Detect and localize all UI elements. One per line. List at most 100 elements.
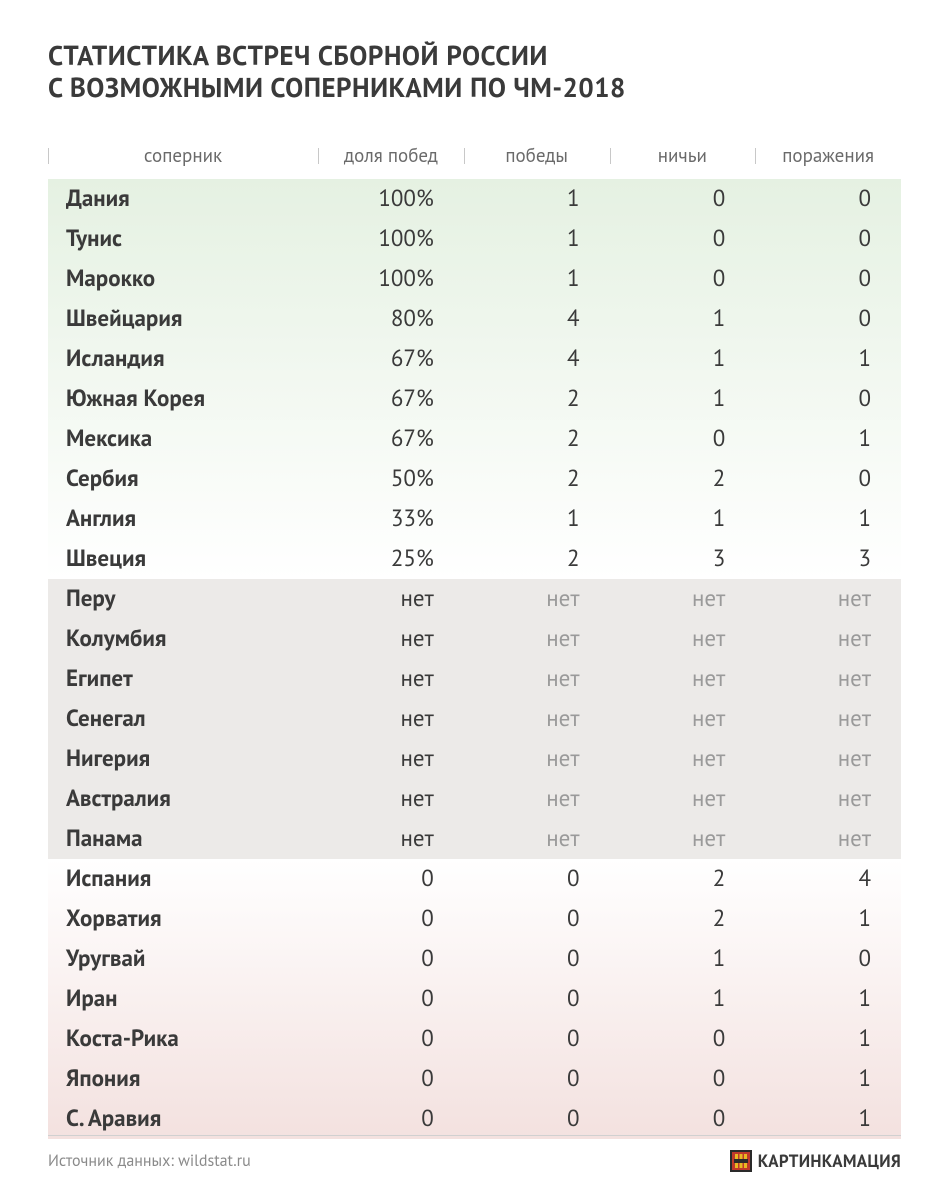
table-row: Сербия50%220	[48, 459, 901, 499]
column-header-label: соперник	[144, 144, 222, 168]
table-row: Колумбиянетнетнетнет	[48, 619, 901, 659]
opponent-name: Исландия	[48, 344, 318, 373]
wins-cell: 4	[464, 344, 610, 373]
opponent-name: Египет	[48, 664, 318, 693]
draws-cell: 3	[610, 544, 756, 573]
table-row: Япония0001	[48, 1059, 901, 1099]
opponent-name: Мексика	[48, 424, 318, 453]
win_pct-cell: 33%	[318, 504, 464, 533]
wins-cell: 1	[464, 264, 610, 293]
wins-cell: 4	[464, 304, 610, 333]
data-source-label: Источник данных: wildstat.ru	[48, 1151, 251, 1171]
win_pct-cell: 0	[318, 864, 464, 893]
opponent-name: Коста-Рика	[48, 1024, 318, 1053]
column-header-label: ничьи	[658, 144, 707, 168]
losses-cell: 1	[755, 1104, 901, 1133]
table-group: Испания0024Хорватия0021Уругвай0010Иран00…	[48, 859, 901, 1139]
wins-cell: нет	[464, 664, 610, 693]
column-separator	[318, 148, 319, 164]
losses-cell: нет	[755, 584, 901, 613]
table-row: Швейцария80%410	[48, 299, 901, 339]
brand-label: КАРТИНКАМАЦИЯ	[758, 1150, 901, 1172]
table-row: Перунетнетнетнет	[48, 579, 901, 619]
draws-cell: нет	[610, 824, 756, 853]
wins-cell: 1	[464, 504, 610, 533]
table-row: Панаманетнетнетнет	[48, 819, 901, 859]
wins-cell: 0	[464, 1104, 610, 1133]
draws-cell: 1	[610, 984, 756, 1013]
footer: Источник данных: wildstat.ru КАРТИНКАМАЦ…	[48, 1135, 901, 1172]
opponent-name: Перу	[48, 584, 318, 613]
losses-cell: нет	[755, 624, 901, 653]
draws-cell: 1	[610, 344, 756, 373]
table-header-row: соперникдоля победпобедыничьипоражения	[48, 133, 901, 179]
losses-cell: нет	[755, 784, 901, 813]
win_pct-cell: 0	[318, 1104, 464, 1133]
opponent-name: Австралия	[48, 784, 318, 813]
opponent-name: Панама	[48, 824, 318, 853]
table-row: Иран0011	[48, 979, 901, 1019]
draws-cell: нет	[610, 784, 756, 813]
win_pct-cell: 67%	[318, 424, 464, 453]
win_pct-cell: нет	[318, 824, 464, 853]
losses-cell: нет	[755, 664, 901, 693]
opponent-name: Сербия	[48, 464, 318, 493]
column-header-label: поражения	[782, 144, 874, 168]
losses-cell: 1	[755, 1064, 901, 1093]
opponent-name: Марокко	[48, 264, 318, 293]
page-title: СТАТИСТИКА ВСТРЕЧ СБОРНОЙ РОССИИ С ВОЗМО…	[48, 40, 901, 105]
opponent-name: Сенегал	[48, 704, 318, 733]
draws-cell: 1	[610, 384, 756, 413]
wins-cell: нет	[464, 584, 610, 613]
draws-cell: нет	[610, 624, 756, 653]
wins-cell: нет	[464, 824, 610, 853]
table-group: Дания100%100Тунис100%100Марокко100%100Шв…	[48, 179, 901, 579]
column-separator	[48, 148, 49, 164]
losses-cell: 1	[755, 344, 901, 373]
table-row: Австралиянетнетнетнет	[48, 779, 901, 819]
draws-cell: 0	[610, 264, 756, 293]
wins-cell: 2	[464, 464, 610, 493]
losses-cell: 1	[755, 504, 901, 533]
wins-cell: 0	[464, 864, 610, 893]
opponent-name: Испания	[48, 864, 318, 893]
stats-table: соперникдоля победпобедыничьипораженияДа…	[48, 133, 901, 1139]
table-row: Дания100%100	[48, 179, 901, 219]
wins-cell: 1	[464, 184, 610, 213]
wins-cell: 0	[464, 944, 610, 973]
losses-cell: 1	[755, 1024, 901, 1053]
wins-cell: 0	[464, 1024, 610, 1053]
win_pct-cell: 67%	[318, 384, 464, 413]
draws-cell: нет	[610, 704, 756, 733]
draws-cell: 2	[610, 464, 756, 493]
draws-cell: нет	[610, 664, 756, 693]
wins-cell: 0	[464, 904, 610, 933]
opponent-name: Южная Корея	[48, 384, 318, 413]
draws-cell: 1	[610, 504, 756, 533]
table-row: Испания0024	[48, 859, 901, 899]
column-separator	[464, 148, 465, 164]
draws-cell: 0	[610, 1104, 756, 1133]
table-row: Нигериянетнетнетнет	[48, 739, 901, 779]
opponent-name: Дания	[48, 184, 318, 213]
losses-cell: 3	[755, 544, 901, 573]
table-row: Швеция25%233	[48, 539, 901, 579]
win_pct-cell: нет	[318, 744, 464, 773]
losses-cell: 1	[755, 424, 901, 453]
table-row: Коста-Рика0001	[48, 1019, 901, 1059]
title-line-2: С ВОЗМОЖНЫМИ СОПЕРНИКАМИ ПО ЧМ-2018	[48, 71, 626, 105]
opponent-name: Колумбия	[48, 624, 318, 653]
brand-icon	[730, 1150, 752, 1172]
column-header: победы	[464, 144, 610, 168]
win_pct-cell: 0	[318, 984, 464, 1013]
column-header: соперник	[48, 144, 318, 168]
table-row: Уругвай0010	[48, 939, 901, 979]
draws-cell: 1	[610, 304, 756, 333]
opponent-name: Тунис	[48, 224, 318, 253]
losses-cell: нет	[755, 824, 901, 853]
losses-cell: 0	[755, 944, 901, 973]
table-row: С. Аравия0001	[48, 1099, 901, 1139]
win_pct-cell: 100%	[318, 224, 464, 253]
opponent-name: Япония	[48, 1064, 318, 1093]
opponent-name: Швейцария	[48, 304, 318, 333]
